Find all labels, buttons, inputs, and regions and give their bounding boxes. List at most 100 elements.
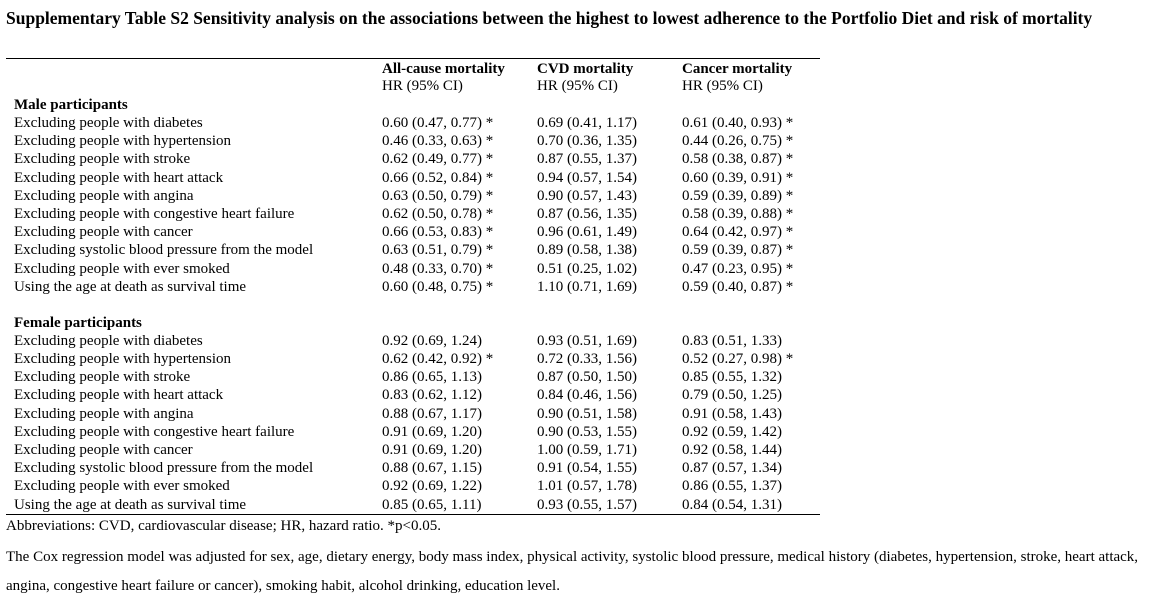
- column-name: Cancer mortality: [682, 61, 793, 77]
- table-row: Excluding people with hypertension 0.46 (…: [6, 132, 820, 150]
- row-label: Excluding people with hypertension: [14, 351, 232, 368]
- cancer-hr-cell: 0.59 (0.39, 0.89) *: [682, 187, 794, 204]
- row-label: Excluding people with angina: [14, 187, 194, 204]
- results-table: All-cause mortality HR (95% CI) CVD mort…: [6, 58, 820, 515]
- row-label: Excluding people with heart attack: [14, 169, 224, 186]
- row-label: Excluding people with ever smoked: [14, 478, 230, 495]
- cancer-hr-cell: 0.64 (0.42, 0.97) *: [682, 224, 794, 241]
- row-label: Excluding systolic blood pressure from t…: [14, 242, 314, 259]
- all-cause-hr-cell: 0.92 (0.69, 1.24): [382, 332, 482, 349]
- cvd-hr-cell: 0.89 (0.58, 1.38): [537, 242, 637, 259]
- row-label: Excluding people with stroke: [14, 151, 191, 168]
- cvd-hr-cell: 0.91 (0.54, 1.55): [537, 460, 637, 477]
- column-subheader: HR (95% CI): [682, 78, 763, 94]
- cvd-hr-cell: 0.93 (0.55, 1.57): [537, 496, 637, 513]
- model-adjustment-note: The Cox regression model was adjusted fo…: [6, 549, 1139, 594]
- table-row: Excluding people with diabetes 0.92 (0.69…: [6, 332, 820, 350]
- group-label: Female participants: [14, 314, 142, 331]
- all-cause-hr-cell: 0.60 (0.47, 0.77) *: [382, 115, 494, 131]
- cancer-hr-cell: 0.85 (0.55, 1.32): [682, 369, 782, 386]
- row-label: Excluding people with congestive heart f…: [14, 423, 295, 440]
- all-cause-hr-cell: 0.88 (0.67, 1.15): [382, 460, 482, 477]
- table-row: Using the age at death as survival time 0…: [6, 278, 820, 296]
- all-cause-hr-cell: 0.60 (0.48, 0.75) *: [382, 278, 494, 295]
- column-name: CVD mortality: [537, 61, 634, 77]
- cvd-hr-cell: 0.87 (0.50, 1.50): [537, 369, 637, 386]
- cancer-hr-cell: 0.58 (0.39, 0.88) *: [682, 205, 794, 222]
- cvd-hr-cell: 0.93 (0.51, 1.69): [537, 332, 637, 349]
- row-label: Using the age at death as survival time: [14, 496, 247, 513]
- all-cause-hr-cell: 0.63 (0.51, 0.79) *: [382, 242, 494, 259]
- cancer-hr-cell: 0.79 (0.50, 1.25): [682, 387, 782, 404]
- abbreviations-footnote: Abbreviations: CVD, cardiovascular disea…: [6, 518, 442, 534]
- table-row: Excluding people with ever smoked 0.92 (0…: [6, 477, 820, 495]
- row-label: Excluding people with stroke: [14, 369, 191, 386]
- table-row: Excluding people with ever smoked 0.48 (0…: [6, 260, 820, 278]
- cvd-hr-cell: 0.69 (0.41, 1.17): [537, 115, 637, 131]
- cvd-hr-cell: 0.90 (0.57, 1.43): [537, 187, 637, 204]
- cvd-hr-cell: 0.94 (0.57, 1.54): [537, 169, 637, 186]
- cancer-hr-cell: 0.59 (0.39, 0.87) *: [682, 242, 794, 259]
- row-label: Excluding systolic blood pressure from t…: [14, 460, 314, 477]
- all-cause-hr-cell: 0.91 (0.69, 1.20): [382, 442, 482, 458]
- table-row: Excluding people with cancer 0.91 (0.69, …: [6, 441, 820, 459]
- cancer-hr-cell: 0.47 (0.23, 0.95) *: [682, 260, 794, 277]
- row-label: Excluding people with congestive heart f…: [14, 205, 295, 222]
- all-cause-hr-cell: 0.88 (0.67, 1.17): [382, 405, 482, 422]
- cancer-hr-cell: 0.87 (0.57, 1.34): [682, 460, 782, 477]
- column-subheader: HR (95% CI): [382, 78, 463, 94]
- cancer-hr-cell: 0.52 (0.27, 0.98) *: [682, 351, 794, 368]
- all-cause-hr-cell: 0.63 (0.50, 0.79) *: [382, 187, 494, 204]
- all-cause-hr-cell: 0.91 (0.69, 1.20): [382, 423, 482, 440]
- row-label: Excluding people with heart attack: [14, 387, 224, 404]
- table-row: Excluding people with congestive heart f…: [6, 423, 820, 441]
- cancer-hr-cell: 0.60 (0.39, 0.91) *: [682, 169, 794, 186]
- table-row: Using the age at death as survival time 0…: [6, 496, 820, 515]
- cancer-hr-cell: 0.91 (0.58, 1.43): [682, 405, 782, 422]
- all-cause-hr-cell: 0.66 (0.53, 0.83) *: [382, 224, 494, 241]
- group-spacer: [6, 296, 820, 314]
- cancer-hr-cell: 0.58 (0.38, 0.87) *: [682, 151, 794, 168]
- row-label: Excluding people with cancer: [14, 224, 193, 241]
- cvd-hr-cell: 0.84 (0.46, 1.56): [537, 387, 637, 404]
- cancer-hr-cell: 0.92 (0.58, 1.44): [682, 442, 782, 458]
- column-header-cancer: Cancer mortality HR (95% CI): [682, 61, 792, 95]
- table-row: Excluding people with stroke 0.62 (0.49, …: [6, 150, 820, 168]
- cancer-hr-cell: 0.83 (0.51, 1.33): [682, 332, 782, 349]
- cancer-hr-cell: 0.86 (0.55, 1.37): [682, 478, 782, 495]
- row-label: Excluding people with hypertension: [14, 133, 232, 150]
- cancer-hr-cell: 0.59 (0.40, 0.87) *: [682, 278, 794, 295]
- table-row: Excluding people with stroke 0.86 (0.65, …: [6, 368, 820, 386]
- table-header: All-cause mortality HR (95% CI) CVD mort…: [6, 59, 820, 96]
- column-subheader: HR (95% CI): [537, 78, 618, 94]
- cvd-hr-cell: 0.90 (0.53, 1.55): [537, 423, 637, 440]
- table-row: Excluding people with diabetes 0.60 (0.47…: [6, 114, 820, 132]
- table-row: Excluding people with hypertension 0.62 (…: [6, 350, 820, 368]
- cancer-hr-cell: 0.61 (0.40, 0.93) *: [682, 115, 794, 131]
- cancer-hr-cell: 0.84 (0.54, 1.31): [682, 496, 782, 513]
- table-row: Excluding people with heart attack 0.83 (…: [6, 386, 820, 404]
- all-cause-hr-cell: 0.46 (0.33, 0.63) *: [382, 133, 494, 150]
- all-cause-hr-cell: 0.62 (0.49, 0.77) *: [382, 151, 494, 168]
- row-label: Excluding people with diabetes: [14, 115, 203, 131]
- cvd-hr-cell: 0.87 (0.55, 1.37): [537, 151, 637, 168]
- table-row: Excluding people with angina 0.88 (0.67, …: [6, 405, 820, 423]
- cvd-hr-cell: 0.87 (0.56, 1.35): [537, 205, 637, 222]
- column-header-all-cause: All-cause mortality HR (95% CI): [382, 61, 505, 95]
- table-row: Excluding people with angina 0.63 (0.50, …: [6, 187, 820, 205]
- cvd-hr-cell: 0.70 (0.36, 1.35): [537, 133, 637, 150]
- cvd-hr-cell: 0.96 (0.61, 1.49): [537, 224, 637, 241]
- all-cause-hr-cell: 0.62 (0.42, 0.92) *: [382, 351, 494, 368]
- column-name: All-cause mortality: [382, 61, 505, 77]
- cvd-hr-cell: 0.72 (0.33, 1.56): [537, 351, 637, 368]
- group-label: Male participants: [14, 97, 128, 113]
- cvd-hr-cell: 0.90 (0.51, 1.58): [537, 405, 637, 422]
- cvd-hr-cell: 1.00 (0.59, 1.71): [537, 442, 637, 458]
- row-label: Using the age at death as survival time: [14, 278, 247, 295]
- table-row: Excluding systolic blood pressure from t…: [6, 241, 820, 259]
- table-row: Excluding people with cancer 0.66 (0.53, …: [6, 223, 820, 241]
- cancer-hr-cell: 0.92 (0.59, 1.42): [682, 423, 782, 440]
- table-row: Excluding people with heart attack 0.66 (…: [6, 169, 820, 187]
- cvd-hr-cell: 1.10 (0.71, 1.69): [537, 278, 637, 295]
- row-label: Excluding people with cancer: [14, 442, 193, 458]
